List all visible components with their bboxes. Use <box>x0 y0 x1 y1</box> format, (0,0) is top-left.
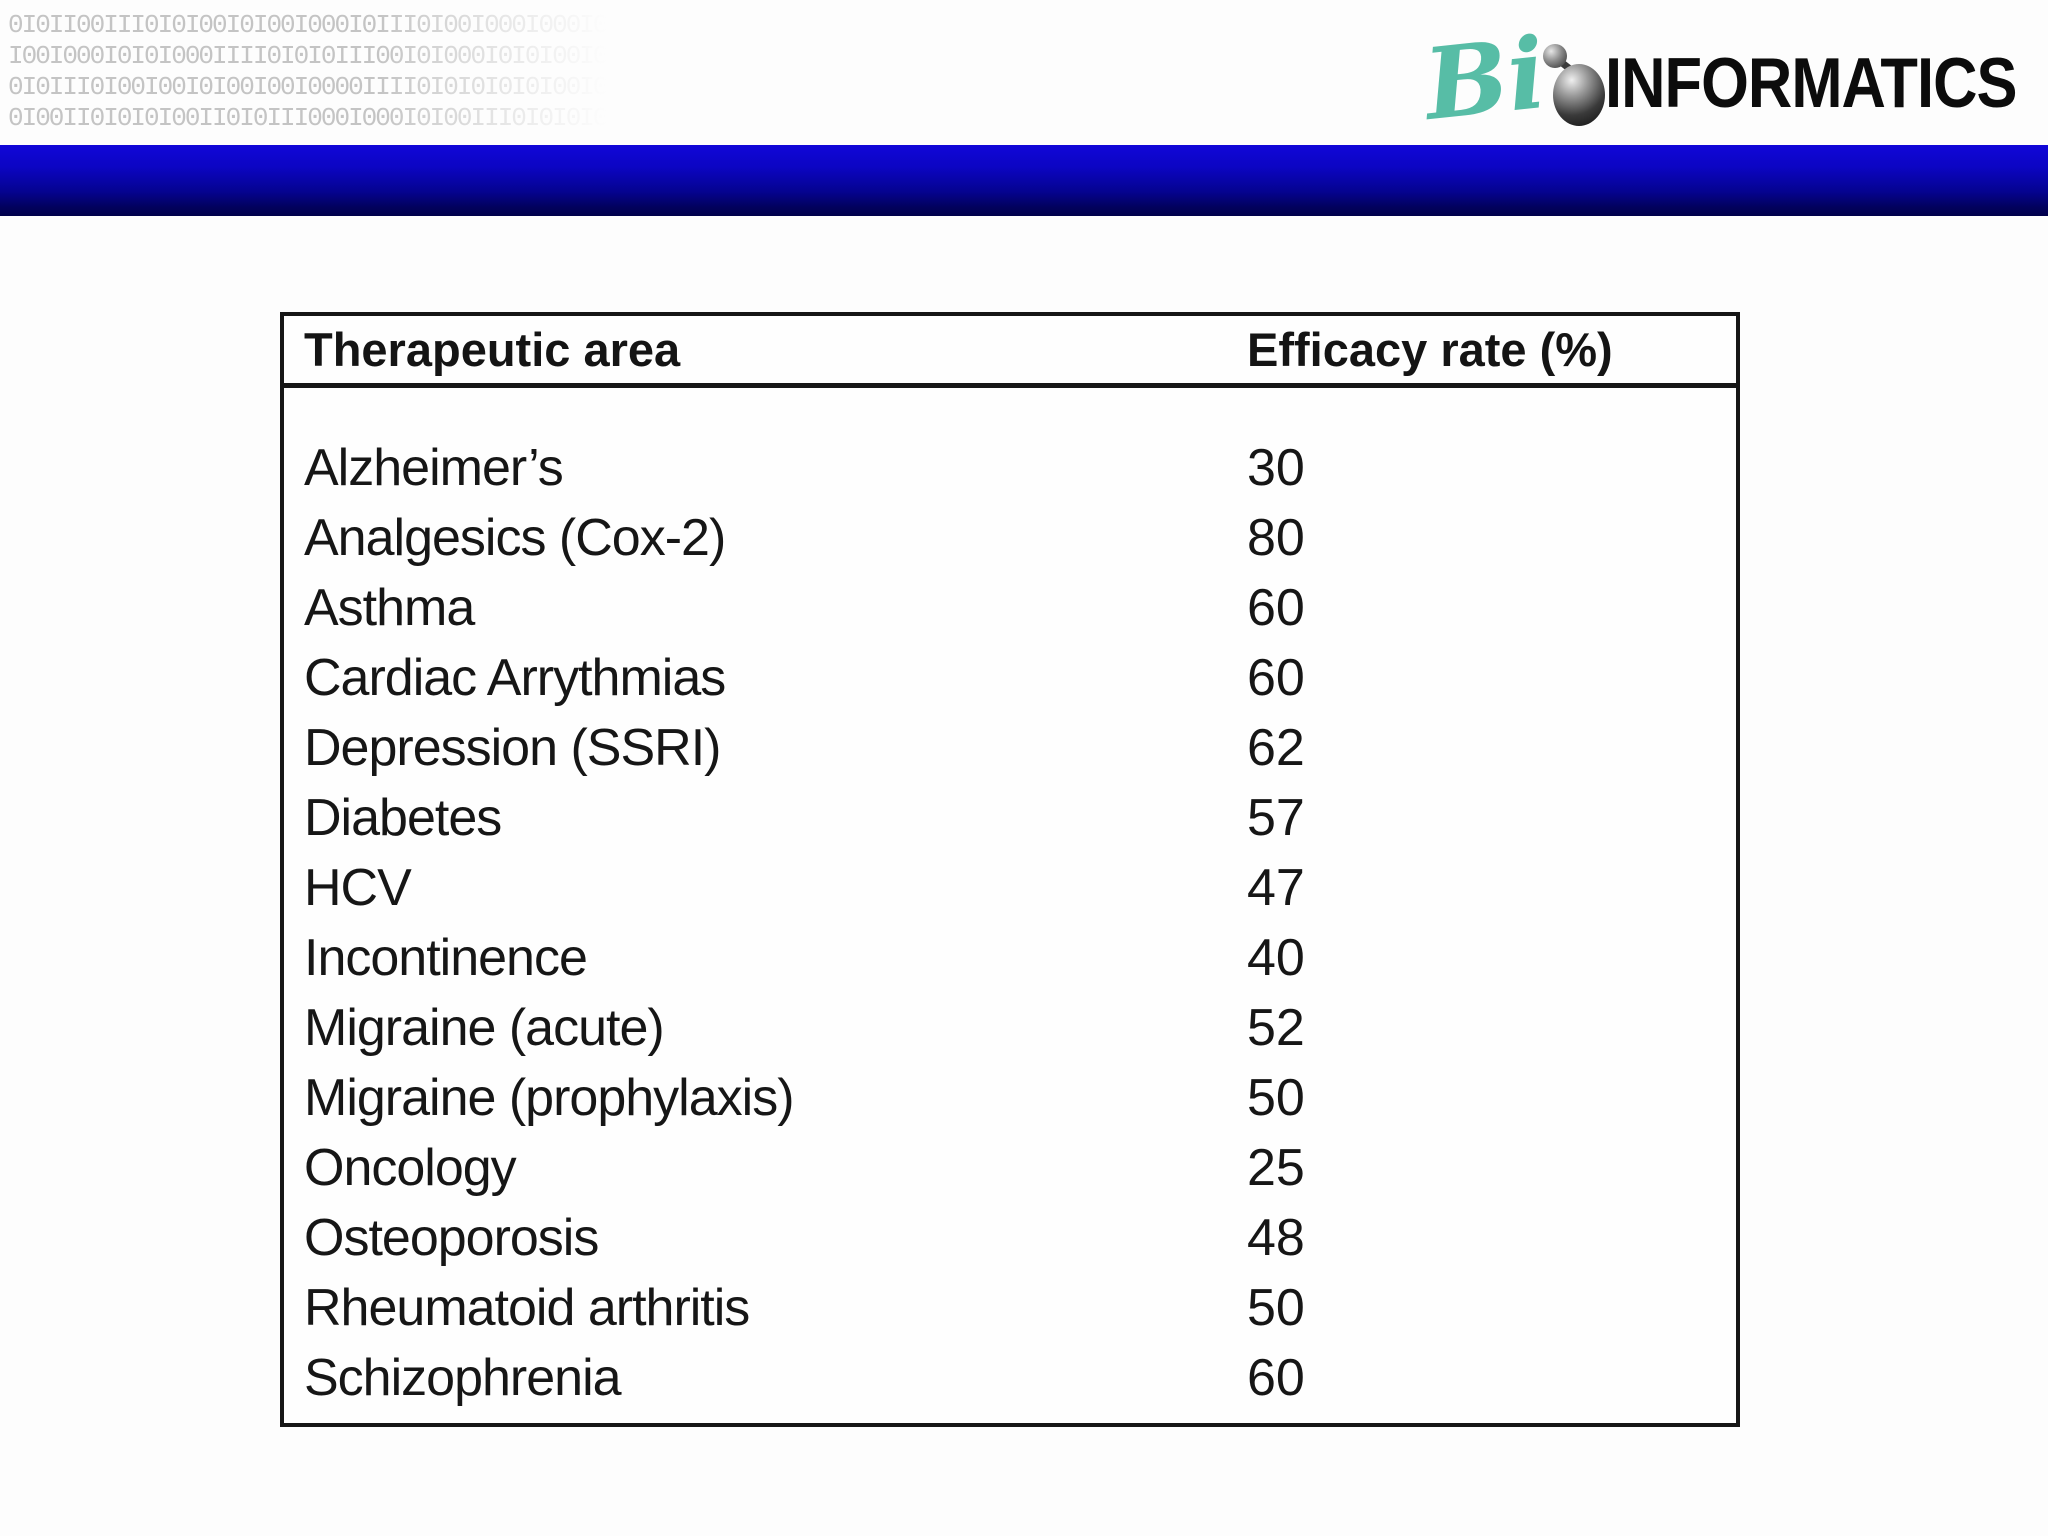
cell-therapeutic-area: HCV <box>304 859 412 917</box>
cell-efficacy-rate: 60 <box>1247 1349 1305 1407</box>
cell-therapeutic-area: Diabetes <box>304 789 502 847</box>
cell-efficacy-rate: 47 <box>1247 859 1305 917</box>
cell-therapeutic-area: Alzheimer’s <box>304 439 564 497</box>
table-row: Migraine (prophylaxis) 50 <box>284 1063 1736 1133</box>
table-header-therapeutic-area: Therapeutic area <box>304 323 681 376</box>
table-header-row: Therapeutic area Efficacy rate (%) <box>284 316 1736 388</box>
table-row: Alzheimer’s 30 <box>284 433 1736 503</box>
cell-efficacy-rate: 40 <box>1247 929 1305 987</box>
cell-efficacy-rate: 50 <box>1247 1279 1305 1337</box>
binary-line: 0I0II00III0I0I00I0I00I000I0III0I00I000I0… <box>8 10 609 40</box>
table-row: Oncology 25 <box>284 1133 1736 1203</box>
cell-efficacy-rate: 60 <box>1247 649 1305 707</box>
molecule-large-sphere <box>1553 64 1606 126</box>
table-row: Rheumatoid arthritis 50 <box>284 1273 1736 1343</box>
table-row: Migraine (acute) 52 <box>284 993 1736 1063</box>
cell-therapeutic-area: Asthma <box>304 579 475 637</box>
cell-efficacy-rate: 52 <box>1247 999 1305 1057</box>
cell-therapeutic-area: Analgesics (Cox-2) <box>304 509 726 567</box>
cell-therapeutic-area: Oncology <box>304 1139 517 1197</box>
table-row: Incontinence 40 <box>284 923 1736 993</box>
cell-efficacy-rate: 62 <box>1247 719 1305 777</box>
cell-therapeutic-area: Cardiac Arrythmias <box>304 649 726 707</box>
molecule-small-sphere <box>1543 44 1568 68</box>
efficacy-table: Therapeutic area Efficacy rate (%) Alzhe… <box>280 312 1740 1427</box>
binary-line: I00I000I0I0I000IIII0I0I0III00I0I000I0I0I… <box>8 41 609 71</box>
logo-main-text: INFORMATICS <box>1605 43 2017 123</box>
cell-efficacy-rate: 57 <box>1247 789 1305 847</box>
cell-efficacy-rate: 25 <box>1247 1139 1305 1197</box>
table-header-efficacy-rate: Efficacy rate (%) <box>1247 323 1613 376</box>
table-row: Diabetes 57 <box>284 783 1736 853</box>
cell-therapeutic-area: Migraine (prophylaxis) <box>304 1069 795 1127</box>
divider-bar <box>0 145 2048 216</box>
cell-therapeutic-area: Rheumatoid arthritis <box>304 1279 750 1337</box>
cell-efficacy-rate: 30 <box>1247 439 1305 497</box>
table-row: Schizophrenia 60 <box>284 1343 1736 1413</box>
cell-therapeutic-area: Migraine (acute) <box>304 999 665 1057</box>
table-row: HCV 47 <box>284 853 1736 923</box>
table-row: Asthma 60 <box>284 573 1736 643</box>
cell-efficacy-rate: 48 <box>1247 1209 1305 1267</box>
cell-therapeutic-area: Osteoporosis <box>304 1209 599 1267</box>
binary-line: 0I00II0I0I0I00II0I0III000I000I0I00III0I0… <box>8 103 609 133</box>
table-body: Alzheimer’s 30 Analgesics (Cox-2) 80 Ast… <box>284 388 1736 1413</box>
table-row: Depression (SSRI) 62 <box>284 713 1736 783</box>
cell-efficacy-rate: 50 <box>1247 1069 1305 1127</box>
table-row: Analgesics (Cox-2) 80 <box>284 503 1736 573</box>
cell-therapeutic-area: Depression (SSRI) <box>304 719 721 777</box>
cell-therapeutic-area: Schizophrenia <box>304 1349 622 1407</box>
cell-efficacy-rate: 80 <box>1247 509 1305 567</box>
bioinformatics-logo: Bi INFORMATICS <box>1420 12 2034 143</box>
logo-script-text: Bi <box>1419 15 1552 143</box>
table-row: Cardiac Arrythmias 60 <box>284 643 1736 713</box>
binary-code-decoration: 0I0II00III0I0I00I0I00I000I0III0I00I000I0… <box>8 10 609 134</box>
table-row: Osteoporosis 48 <box>284 1203 1736 1273</box>
cell-efficacy-rate: 60 <box>1247 579 1305 637</box>
binary-line: 0I0III0I00I00I0I00I00I0000IIII0I0I0I0I0I… <box>8 72 609 102</box>
molecule-spheres-icon <box>1541 12 1606 126</box>
cell-therapeutic-area: Incontinence <box>304 929 588 987</box>
